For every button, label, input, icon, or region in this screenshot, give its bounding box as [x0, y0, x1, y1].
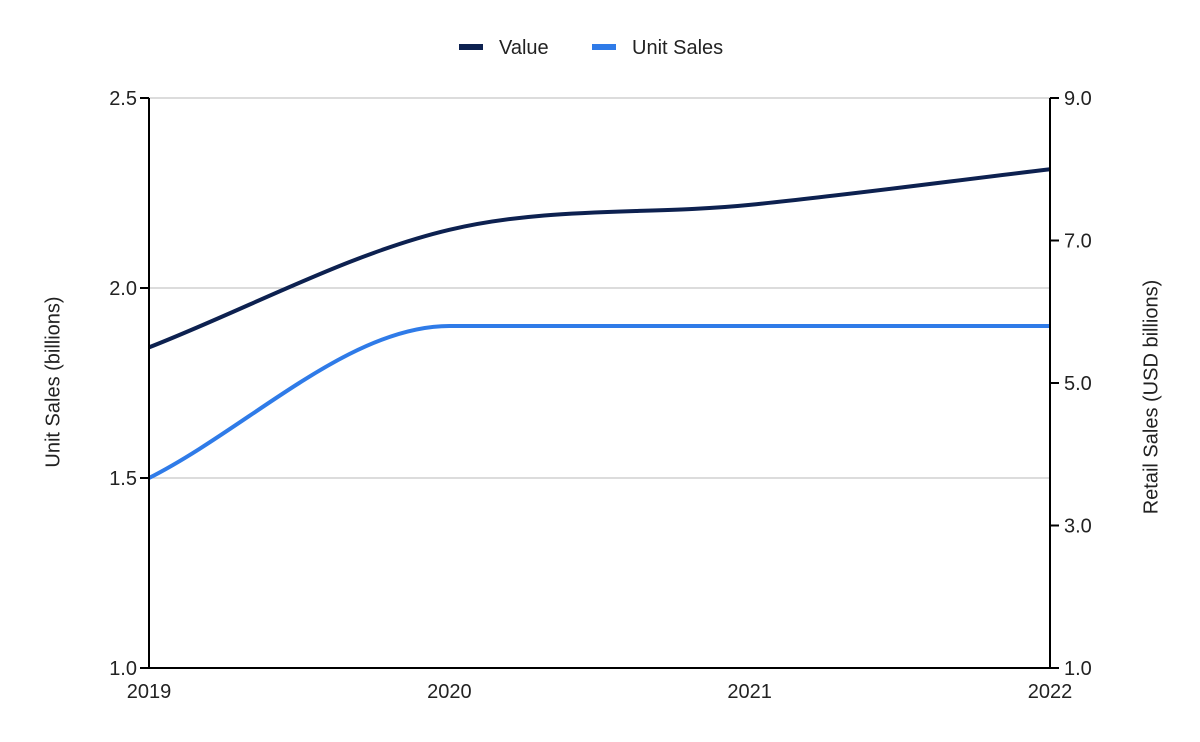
series-lines: [148, 167, 1051, 480]
tick-labels: 1.0 1.5 2.0 2.5 1.0 3.0 5.0 7.0 9.0 2019 2020 2021 2…: [109, 88, 1092, 703]
legend-label-unit-sales: Unit Sales: [632, 37, 723, 59]
left-tick-label: 1.5: [109, 468, 137, 490]
legend: Value Unit Sales: [459, 37, 723, 59]
legend-label-value: Value: [499, 37, 549, 59]
left-tick-label: 2.0: [109, 278, 137, 300]
right-tick-label: 3.0: [1064, 516, 1092, 538]
left-tick-label: 2.5: [109, 88, 137, 110]
x-tick-label: 2022: [1028, 681, 1073, 703]
legend-swatch-value: [459, 44, 483, 50]
series-line-value: [148, 167, 1051, 350]
right-tick-label: 9.0: [1064, 88, 1092, 110]
x-tick-label: 2021: [727, 681, 772, 703]
right-axis-title: Retail Sales (USD billions): [1140, 280, 1162, 515]
legend-swatch-unit-sales: [592, 44, 616, 50]
right-tick-label: 5.0: [1064, 373, 1092, 395]
series-line-unit-sales: [148, 323, 1050, 480]
x-tick-label: 2020: [427, 681, 472, 703]
left-axis-title: Unit Sales (billions): [42, 296, 64, 467]
left-tick-label: 1.0: [109, 658, 137, 680]
x-tick-label: 2019: [127, 681, 172, 703]
grid-lines: [149, 97, 1050, 669]
right-tick-label: 7.0: [1064, 231, 1092, 253]
axes: [148, 98, 1051, 669]
right-tick-label: 1.0: [1064, 658, 1092, 680]
